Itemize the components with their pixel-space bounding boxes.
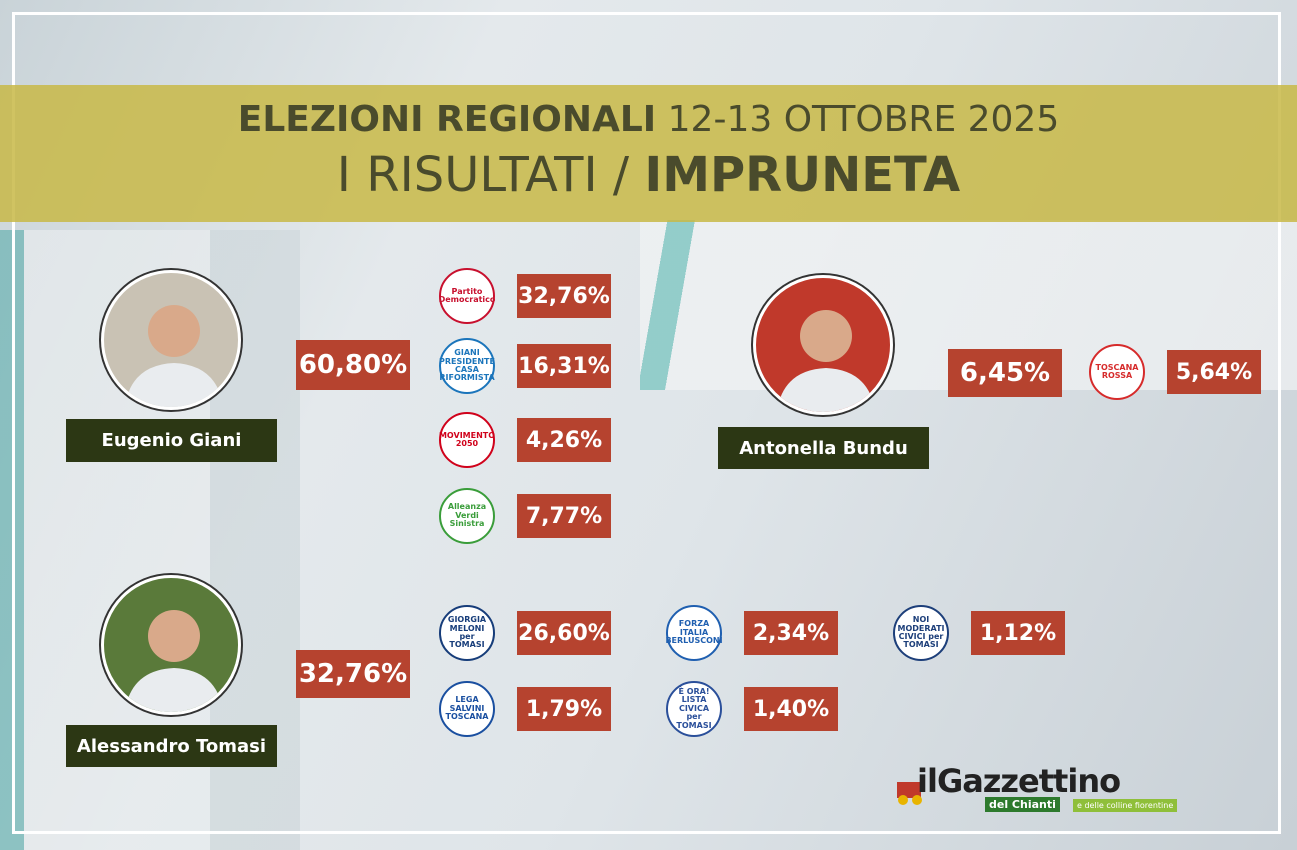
list-percent: 26,60% (517, 611, 611, 655)
list-logo: FORZA ITALIA BERLUSCONI (665, 605, 723, 661)
candidate-percent: 6,45% (948, 349, 1062, 397)
list-logo: Alleanza Verdi Sinistra (439, 488, 495, 544)
brand-name: ilGazzettino (917, 762, 1121, 800)
candidate-percent: 32,76% (296, 650, 410, 698)
list-percent: 4,26% (517, 418, 611, 462)
brand-icon (897, 782, 922, 805)
brand-logo: ilGazzettino del Chianti e delle colline… (895, 762, 1195, 814)
list-percent: 16,31% (517, 344, 611, 388)
frame (12, 12, 1281, 834)
list-logo: TOSCANA ROSSA (1089, 344, 1145, 400)
candidate-photo (101, 575, 241, 715)
list-logo: GIANI PRESIDENTE CASA RIFORMISTA (439, 338, 495, 394)
subtitle-place: IMPRUNETA (644, 147, 961, 203)
list-logo: NOI MODERATI CIVICI per TOMASI (893, 605, 949, 661)
list-percent: 1,12% (971, 611, 1065, 655)
candidate-photo (101, 270, 241, 410)
list-logo: LEGA SALVINI TOSCANA (439, 681, 495, 737)
list-percent: 5,64% (1167, 350, 1261, 394)
silhouette (124, 610, 224, 712)
list-logo: È ORA! LISTA CIVICA per TOMASI (666, 681, 722, 737)
brand-sub: e delle colline fiorentine (1073, 799, 1178, 812)
subtitle: I RISULTATI / IMPRUNETA (0, 147, 1297, 203)
candidate-name: Eugenio Giani (66, 419, 277, 462)
candidate-percent: 60,80% (296, 340, 410, 390)
list-logo: MOVIMENTO 2050 (439, 412, 495, 468)
list-percent: 1,79% (517, 687, 611, 731)
brand-tagline: del Chianti (985, 797, 1060, 812)
list-logo: Partito Democratico (439, 268, 495, 324)
list-percent: 32,76% (517, 274, 611, 318)
list-logo: GIORGIA MELONI per TOMASI (439, 605, 495, 661)
candidate-name: Alessandro Tomasi (66, 725, 277, 767)
title: ELEZIONI REGIONALI 12-13 OTTOBRE 2025 (0, 99, 1297, 140)
title-bold: ELEZIONI REGIONALI (237, 99, 657, 140)
silhouette (124, 305, 224, 407)
list-percent: 1,40% (744, 687, 838, 731)
title-date: 12-13 OTTOBRE 2025 (667, 99, 1060, 140)
list-percent: 2,34% (744, 611, 838, 655)
header: ELEZIONI REGIONALI 12-13 OTTOBRE 2025 I … (0, 85, 1297, 222)
candidate-photo (753, 275, 893, 415)
candidate-name: Antonella Bundu (718, 427, 929, 469)
silhouette (776, 310, 876, 412)
list-percent: 7,77% (517, 494, 611, 538)
subtitle-text: I RISULTATI / (336, 147, 630, 203)
